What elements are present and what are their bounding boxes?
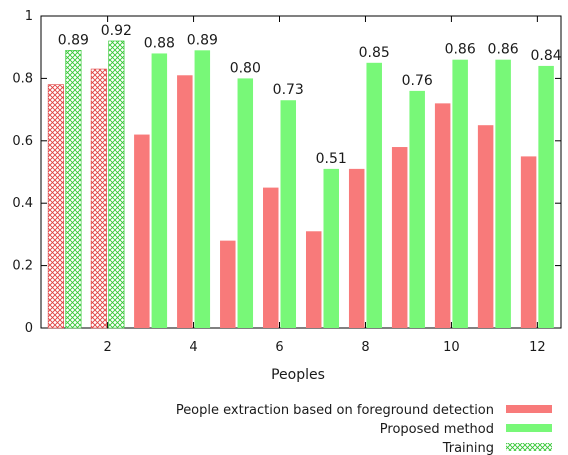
data-labels: 0.89 0.92 0.88 0.89 0.80 0.73 0.51 0.85 0.76 0.86… — [58, 23, 562, 167]
data-label-proposed-method: 0.89 — [58, 32, 89, 48]
legend-swatch-foreground-detection — [506, 405, 552, 413]
legend-swatch-training — [506, 443, 552, 451]
bar-foreground-detection — [520, 156, 537, 328]
x-tick-label: 2 — [103, 340, 111, 355]
bar-foreground-detection — [263, 187, 279, 328]
plot-border — [40, 15, 562, 329]
bar-foreground-detection — [434, 103, 451, 328]
data-label-proposed-method: 0.86 — [488, 42, 519, 58]
x-tick-label: 4 — [189, 340, 197, 355]
data-label-proposed-method: 0.76 — [402, 73, 433, 89]
bar-foreground-detection — [391, 147, 408, 328]
bar-proposed-method — [280, 100, 297, 329]
x-tick-label: 12 — [529, 340, 546, 355]
bar-proposed-method — [366, 62, 382, 329]
bar-foreground-detection — [220, 240, 236, 328]
data-label-proposed-method: 0.92 — [101, 23, 132, 39]
data-label-proposed-method: 0.89 — [187, 32, 218, 48]
y-tick-label: 0.4 — [12, 196, 33, 211]
data-label-proposed-method: 0.73 — [273, 82, 304, 98]
x-tick-label: 8 — [361, 340, 369, 355]
x-tick-label: 6 — [275, 340, 283, 355]
legend-swatch-proposed-method — [506, 424, 552, 432]
bar-proposed-method — [108, 40, 125, 329]
bars — [47, 40, 554, 329]
bar-proposed-method — [495, 59, 511, 329]
bar-proposed-method — [538, 65, 554, 329]
bar-proposed-method — [237, 78, 254, 329]
data-label-proposed-method: 0.51 — [316, 151, 347, 167]
bar-foreground-detection — [477, 125, 494, 328]
bar-foreground-detection — [134, 134, 150, 328]
legend: People extraction based on foreground de… — [176, 403, 552, 455]
x-tick-label: 10 — [443, 340, 460, 355]
data-label-proposed-method: 0.88 — [144, 35, 175, 51]
x-axis: 2 4 6 8 10 12 — [103, 16, 546, 355]
legend-label-training: Training — [442, 441, 494, 455]
bar-proposed-method — [323, 168, 339, 328]
bar-proposed-method — [452, 59, 468, 329]
bar-foreground-detection — [90, 68, 107, 329]
y-tick-label: 0.2 — [12, 259, 33, 274]
y-tick-label: 0.8 — [12, 71, 33, 86]
y-tick-label: 0 — [25, 321, 33, 336]
legend-label-proposed-method: Proposed method — [380, 422, 494, 437]
plot-frame — [40, 15, 562, 329]
bar-proposed-method — [194, 50, 211, 328]
bar-foreground-detection — [47, 84, 64, 329]
x-axis-label: Peoples — [271, 367, 325, 383]
bar-proposed-method — [409, 90, 425, 328]
data-label-proposed-method: 0.84 — [531, 48, 562, 64]
data-label-proposed-method: 0.80 — [230, 60, 261, 76]
bar-proposed-method — [151, 53, 168, 328]
data-label-proposed-method: 0.85 — [359, 45, 390, 61]
bar-foreground-detection — [305, 231, 322, 328]
y-tick-label: 1 — [25, 9, 33, 24]
bar-proposed-method — [65, 50, 82, 329]
bar-foreground-detection — [348, 168, 365, 328]
y-axis: 0 0.2 0.4 0.6 0.8 1 — [12, 9, 561, 336]
y-tick-label: 0.6 — [12, 134, 33, 149]
data-label-proposed-method: 0.86 — [445, 42, 476, 58]
bar-foreground-detection — [177, 75, 193, 328]
legend-label-foreground-detection: People extraction based on foreground de… — [176, 403, 494, 418]
